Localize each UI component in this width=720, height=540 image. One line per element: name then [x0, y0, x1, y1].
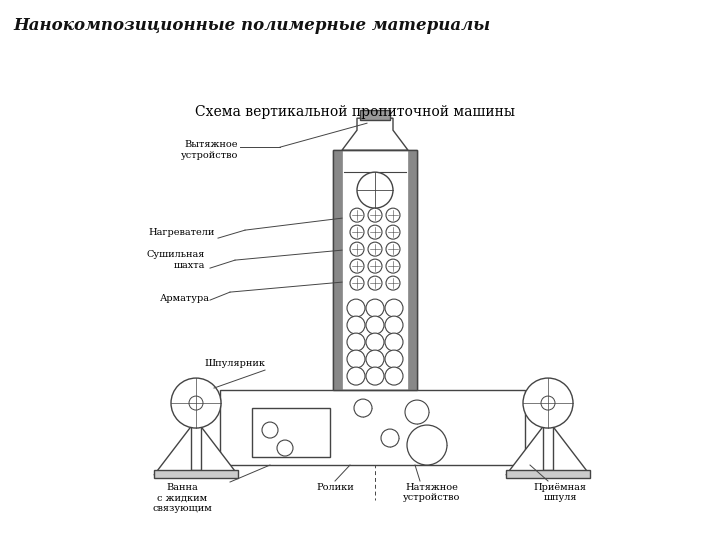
Bar	[191, 410, 201, 470]
Circle shape	[541, 396, 555, 410]
Circle shape	[350, 208, 364, 222]
Bar	[333, 150, 342, 390]
Polygon shape	[154, 420, 238, 475]
Circle shape	[350, 276, 364, 290]
Circle shape	[277, 440, 293, 456]
Bar	[506, 470, 590, 478]
Text: Арматура: Арматура	[160, 294, 210, 302]
Circle shape	[386, 276, 400, 290]
Text: Ванна
с жидким
связующим: Ванна с жидким связующим	[152, 483, 212, 513]
Bar	[154, 470, 238, 478]
Circle shape	[368, 208, 382, 222]
Circle shape	[262, 422, 278, 438]
Text: Нагреватели: Нагреватели	[148, 228, 215, 237]
Text: Натяжное
устройство: Натяжное устройство	[403, 483, 461, 502]
Bar	[543, 410, 553, 470]
Circle shape	[347, 299, 365, 317]
Circle shape	[366, 299, 384, 317]
Circle shape	[386, 259, 400, 273]
Text: Вытяжное
устройство: Вытяжное устройство	[181, 140, 238, 160]
Circle shape	[405, 400, 429, 424]
Bar	[333, 150, 417, 390]
Circle shape	[368, 225, 382, 239]
Text: Сушильная
шахта: Сушильная шахта	[147, 251, 205, 270]
Circle shape	[385, 316, 403, 334]
Circle shape	[368, 242, 382, 256]
Circle shape	[386, 225, 400, 239]
Text: Нанокомпозиционные полимерные материалы: Нанокомпозиционные полимерные материалы	[13, 17, 490, 33]
Circle shape	[350, 225, 364, 239]
Bar	[252, 408, 330, 457]
Circle shape	[385, 333, 403, 351]
Bar	[360, 110, 390, 120]
Bar	[408, 150, 417, 390]
Circle shape	[366, 367, 384, 385]
Circle shape	[381, 429, 399, 447]
Bar	[220, 390, 525, 465]
Circle shape	[350, 242, 364, 256]
Circle shape	[347, 367, 365, 385]
Polygon shape	[506, 420, 590, 475]
Circle shape	[368, 276, 382, 290]
Circle shape	[347, 316, 365, 334]
Circle shape	[523, 378, 573, 428]
Circle shape	[385, 350, 403, 368]
Circle shape	[407, 425, 447, 465]
Circle shape	[366, 350, 384, 368]
Circle shape	[366, 333, 384, 351]
Circle shape	[171, 378, 221, 428]
Circle shape	[366, 316, 384, 334]
Polygon shape	[342, 118, 408, 150]
Circle shape	[347, 350, 365, 368]
Circle shape	[354, 399, 372, 417]
Text: Шпулярник: Шпулярник	[204, 359, 265, 368]
Text: Схема вертикальной пропиточной машины: Схема вертикальной пропиточной машины	[195, 105, 515, 119]
Circle shape	[385, 367, 403, 385]
Circle shape	[385, 299, 403, 317]
Bar	[333, 150, 417, 390]
Circle shape	[386, 242, 400, 256]
Text: Ролики: Ролики	[316, 483, 354, 492]
Circle shape	[350, 259, 364, 273]
Text: Приёмная
шпуля: Приёмная шпуля	[534, 483, 587, 502]
Circle shape	[189, 396, 203, 410]
Circle shape	[368, 259, 382, 273]
Circle shape	[357, 172, 393, 208]
Circle shape	[347, 333, 365, 351]
Circle shape	[386, 208, 400, 222]
